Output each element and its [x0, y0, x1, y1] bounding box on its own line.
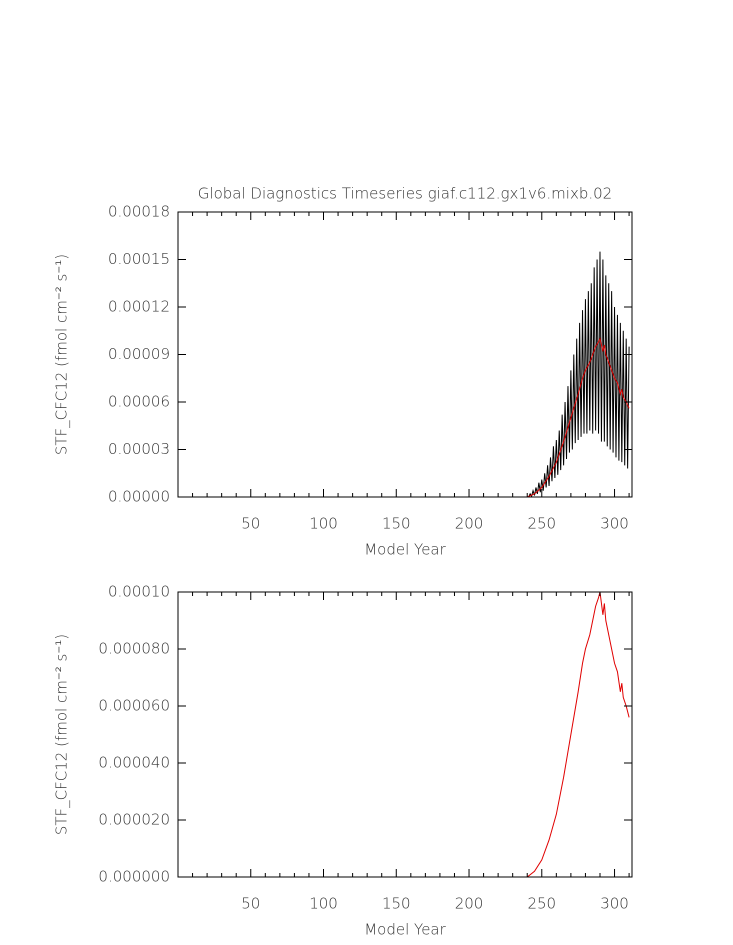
x-tick-label: 250 — [527, 515, 556, 533]
x-tick-label: 300 — [600, 895, 629, 913]
data-line — [179, 337, 630, 498]
y-tick-label: 0.00012 — [108, 298, 170, 316]
y-tick-label: 0.000000 — [98, 868, 170, 886]
y-tick-label: 0.000080 — [98, 640, 170, 658]
x-tick-label: 100 — [309, 515, 338, 533]
x-tick-label: 250 — [527, 895, 556, 913]
x-tick-label: 200 — [455, 515, 484, 533]
y-tick-label: 0.00003 — [108, 440, 170, 458]
x-axis-label: Model Year — [364, 921, 446, 939]
y-tick-label: 0.000040 — [98, 754, 170, 772]
y-tick-label: 0.00015 — [108, 250, 170, 268]
y-axis-label: STF_CFC12 (fmol cm⁻² s⁻¹) — [53, 634, 71, 835]
data-line — [179, 251, 630, 498]
x-tick-label: 50 — [241, 515, 260, 533]
y-axis-label: STF_CFC12 (fmol cm⁻² s⁻¹) — [53, 254, 71, 455]
x-tick-label: 200 — [455, 895, 484, 913]
y-tick-label: 0.000060 — [98, 697, 170, 715]
x-tick-label: 100 — [309, 895, 338, 913]
x-tick-label: 150 — [382, 895, 411, 913]
x-tick-label: 300 — [600, 515, 629, 533]
y-tick-label: 0.00010 — [108, 583, 170, 601]
data-line — [179, 591, 630, 878]
y-tick-label: 0.000020 — [98, 811, 170, 829]
plot-frame — [177, 591, 633, 878]
y-tick-label: 0.00006 — [108, 393, 170, 411]
y-tick-label: 0.00018 — [108, 203, 170, 221]
x-tick-label: 50 — [241, 895, 260, 913]
x-axis-label: Model Year — [364, 541, 446, 559]
y-tick-label: 0.00009 — [108, 345, 170, 363]
y-tick-label: 0.00000 — [108, 488, 170, 506]
x-tick-label: 150 — [382, 515, 411, 533]
chart-title: Global Diagnostics Timeseries giaf.c112.… — [198, 185, 612, 203]
